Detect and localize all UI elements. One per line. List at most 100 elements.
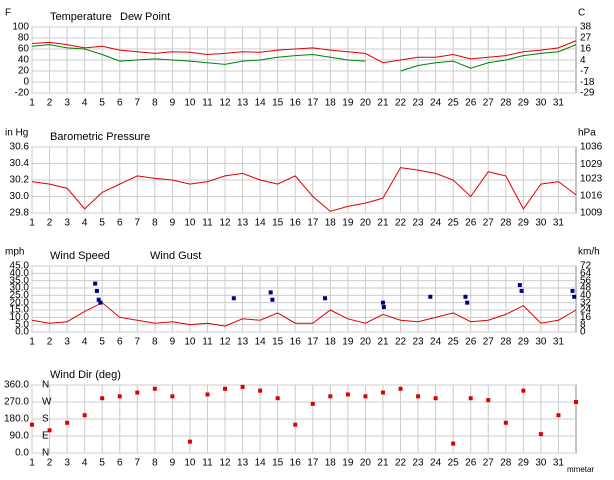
point [570, 288, 575, 293]
y2-tick-label: N [42, 448, 49, 459]
y2-tick-label: 1036 [580, 142, 603, 153]
y-tick-label: 80 [18, 33, 30, 44]
x-tick-label: 6 [117, 458, 123, 469]
y-tick-label: 10.0 [10, 312, 30, 323]
point [465, 300, 470, 305]
y2-tick-label: 56 [580, 275, 592, 286]
point [398, 386, 403, 391]
y2-tick-label: -7 [580, 66, 589, 77]
x-tick-label: 16 [290, 337, 302, 348]
x-tick-label: 16 [290, 218, 302, 229]
y-tick-label: 35.0 [10, 275, 30, 286]
y2-tick-label: 16 [580, 312, 592, 323]
chart-title: Wind Dir (deg) [50, 369, 121, 381]
x-tick-label: 15 [272, 458, 284, 469]
x-tick-label: 1 [29, 458, 35, 469]
x-tick-label: 21 [377, 337, 389, 348]
point [231, 296, 236, 301]
x-tick-label: 21 [377, 98, 389, 109]
x-tick-label: 12 [219, 458, 231, 469]
point [94, 288, 99, 293]
x-tick-label: 3 [64, 458, 70, 469]
x-tick-label: 9 [170, 337, 176, 348]
x-tick-label: 23 [413, 218, 425, 229]
y-axis-label: in Hg [5, 128, 28, 139]
legend-entry: Wind Speed [50, 250, 110, 262]
x-tick-label: 17 [307, 458, 319, 469]
x-tick-label: 15 [272, 98, 284, 109]
x-tick-label: 29 [518, 337, 530, 348]
point [572, 294, 577, 299]
x-tick-label: 9 [170, 98, 176, 109]
x-tick-label: 2 [47, 98, 53, 109]
x-tick-label: 10 [184, 98, 196, 109]
x-tick-label: 16 [290, 458, 302, 469]
x-tick-label: 30 [535, 458, 547, 469]
point [463, 294, 468, 299]
y2-tick-label: -29 [580, 88, 595, 99]
x-tick-label: 15 [272, 337, 284, 348]
point [519, 288, 524, 293]
point [268, 290, 273, 295]
x-tick-label: 19 [342, 218, 354, 229]
x-tick-label: 11 [202, 458, 213, 469]
point [381, 305, 386, 310]
point [310, 401, 315, 406]
y2-tick-label: 32 [580, 297, 592, 308]
y-tick-label: 0.0 [15, 448, 29, 459]
x-tick-label: 22 [395, 337, 407, 348]
x-tick-label: 13 [237, 458, 249, 469]
x-tick-label: 8 [152, 458, 158, 469]
point [275, 396, 280, 401]
x-tick-label: 20 [360, 98, 372, 109]
x-tick-label: 7 [135, 218, 141, 229]
y2-axis-label: C [578, 8, 585, 19]
y2-tick-label: 48 [580, 283, 592, 294]
point [416, 394, 421, 399]
point [65, 420, 70, 425]
y2-tick-label: 1016 [580, 191, 603, 202]
x-tick-label: 26 [465, 98, 477, 109]
x-tick-label: 21 [377, 218, 389, 229]
y-tick-label: 180.0 [4, 414, 29, 425]
x-tick-label: 22 [395, 98, 407, 109]
x-tick-label: 13 [237, 337, 249, 348]
x-tick-label: 17 [307, 218, 319, 229]
x-tick-label: 15 [272, 218, 284, 229]
y2-tick-label: S [42, 414, 49, 425]
x-tick-label: 20 [360, 337, 372, 348]
chart-title: Barometric Pressure [50, 131, 150, 143]
point [380, 390, 385, 395]
x-tick-label: 22 [395, 218, 407, 229]
point [574, 400, 578, 404]
x-tick-label: 23 [413, 337, 425, 348]
x-tick-label: 24 [430, 218, 442, 229]
point [468, 396, 473, 401]
x-tick-label: 30 [535, 98, 547, 109]
y-tick-label: 30.0 [10, 191, 30, 202]
y2-axis-label: km/h [578, 247, 600, 258]
x-tick-label: 12 [219, 337, 231, 348]
line [31, 44, 577, 72]
point [100, 396, 105, 401]
y2-tick-label: 16 [580, 43, 592, 54]
x-tick-label: 24 [430, 98, 442, 109]
point [205, 392, 210, 397]
y-tick-label: 0 [23, 77, 29, 88]
y2-tick-label: 72 [580, 261, 592, 272]
y-axis-label: F [5, 8, 11, 19]
point [82, 413, 87, 418]
y-tick-label: 25.0 [10, 290, 30, 301]
x-tick-label: 9 [170, 218, 176, 229]
y-tick-label: 40.0 [10, 268, 30, 279]
x-tick-label: 31 [553, 218, 565, 229]
x-tick-label: 10 [184, 458, 196, 469]
legend-entry: Temperature [50, 11, 112, 23]
x-tick-label: 14 [255, 337, 267, 348]
point [135, 390, 140, 395]
line [31, 40, 577, 64]
y-tick-label: 30.4 [10, 158, 30, 169]
x-tick-label: 27 [483, 98, 495, 109]
x-tick-label: 31 [553, 98, 565, 109]
x-tick-label: 5 [99, 218, 105, 229]
